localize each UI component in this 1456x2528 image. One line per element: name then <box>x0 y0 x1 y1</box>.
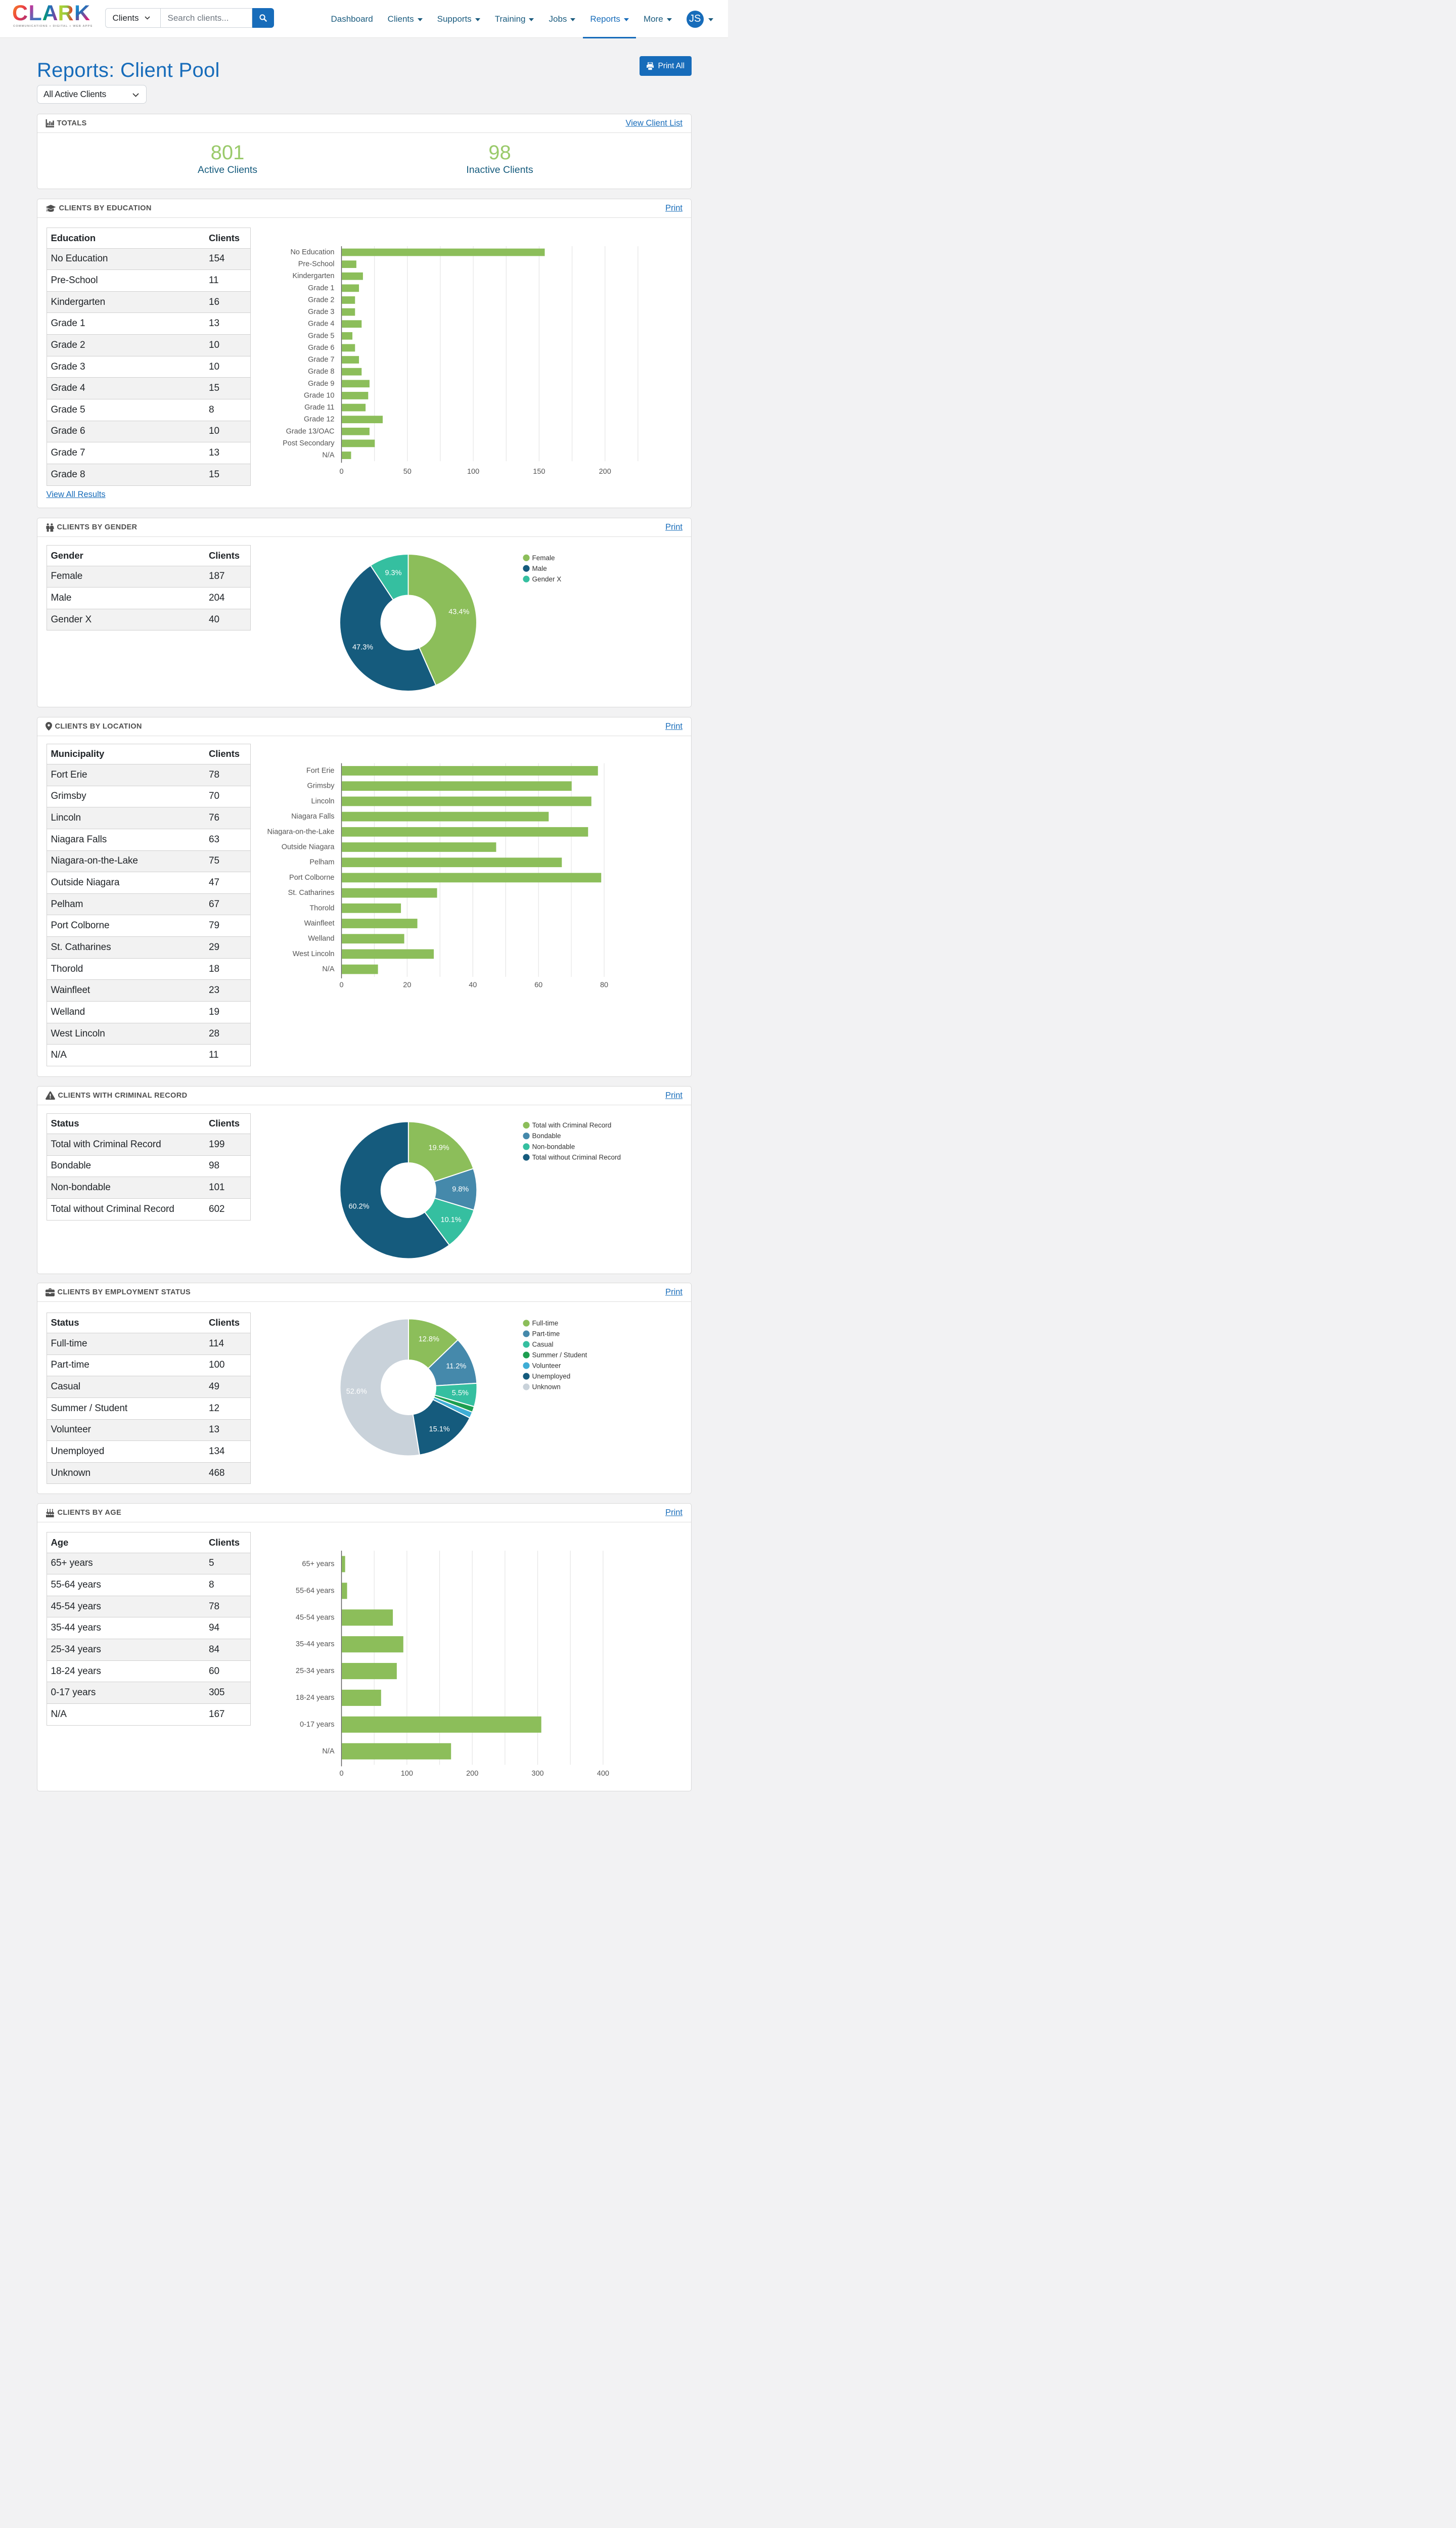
svg-text:5.5%: 5.5% <box>452 1389 469 1397</box>
svg-text:19.9%: 19.9% <box>429 1144 449 1152</box>
svg-text:200: 200 <box>466 1770 478 1778</box>
svg-text:Gender X: Gender X <box>532 575 562 582</box>
svg-text:N/A: N/A <box>322 1747 335 1755</box>
svg-text:35-44 years: 35-44 years <box>296 1640 335 1648</box>
svg-text:0: 0 <box>339 1770 343 1778</box>
svg-text:Fort Erie: Fort Erie <box>306 767 335 775</box>
svg-text:Port Colborne: Port Colborne <box>289 874 334 882</box>
svg-text:300: 300 <box>531 1770 543 1778</box>
svg-text:Casual: Casual <box>532 1341 554 1348</box>
svg-text:100: 100 <box>467 468 479 476</box>
svg-text:10.1%: 10.1% <box>441 1216 462 1224</box>
svg-text:Total with Criminal Record: Total with Criminal Record <box>532 1121 612 1129</box>
svg-text:9.8%: 9.8% <box>452 1186 469 1194</box>
svg-text:No Education: No Education <box>290 248 334 256</box>
svg-text:Unknown: Unknown <box>532 1383 561 1391</box>
svg-text:400: 400 <box>597 1770 609 1778</box>
svg-text:200: 200 <box>599 468 611 476</box>
svg-text:11.2%: 11.2% <box>446 1363 466 1371</box>
svg-text:9.3%: 9.3% <box>385 569 401 577</box>
svg-text:Grade 8: Grade 8 <box>308 368 334 376</box>
svg-text:65+ years: 65+ years <box>302 1560 334 1568</box>
svg-text:K: K <box>74 4 90 24</box>
svg-text:Grade 1: Grade 1 <box>308 284 334 292</box>
svg-text:Unemployed: Unemployed <box>532 1373 571 1380</box>
svg-text:Grade 7: Grade 7 <box>308 356 334 364</box>
svg-text:Thorold: Thorold <box>309 904 334 912</box>
svg-text:Outside Niagara: Outside Niagara <box>282 843 335 851</box>
svg-text:45-54 years: 45-54 years <box>296 1613 335 1621</box>
svg-text:Grade 5: Grade 5 <box>308 332 334 340</box>
svg-text:Grimsby: Grimsby <box>307 782 335 790</box>
svg-text:Grade 3: Grade 3 <box>308 308 334 316</box>
svg-text:Grade 6: Grade 6 <box>308 344 334 352</box>
svg-text:L: L <box>29 4 42 24</box>
svg-text:Bondable: Bondable <box>532 1132 561 1140</box>
svg-text:N/A: N/A <box>322 965 335 973</box>
svg-text:Grade 12: Grade 12 <box>304 416 334 424</box>
svg-text:Pre-School: Pre-School <box>298 260 335 268</box>
svg-text:0: 0 <box>339 468 343 476</box>
svg-text:55-64 years: 55-64 years <box>296 1587 335 1595</box>
svg-text:60.2%: 60.2% <box>348 1202 369 1210</box>
svg-text:Grade 10: Grade 10 <box>304 391 334 399</box>
svg-text:Non-bondable: Non-bondable <box>532 1143 575 1150</box>
svg-text:50: 50 <box>403 468 412 476</box>
svg-text:18-24 years: 18-24 years <box>296 1694 335 1702</box>
svg-text:100: 100 <box>401 1770 413 1778</box>
svg-text:150: 150 <box>533 468 545 476</box>
svg-text:Grade 11: Grade 11 <box>304 403 334 412</box>
svg-text:12.8%: 12.8% <box>419 1335 439 1343</box>
svg-text:25-34 years: 25-34 years <box>296 1667 335 1675</box>
svg-text:Grade 13/OAC: Grade 13/OAC <box>286 427 335 435</box>
svg-text:R: R <box>58 4 74 24</box>
svg-text:43.4%: 43.4% <box>448 608 469 616</box>
svg-text:Grade 9: Grade 9 <box>308 380 334 388</box>
svg-text:West Lincoln: West Lincoln <box>293 950 335 958</box>
svg-text:Kindergarten: Kindergarten <box>292 272 334 280</box>
svg-text:Part-time: Part-time <box>532 1330 560 1338</box>
svg-text:Total without Criminal Record: Total without Criminal Record <box>532 1154 621 1161</box>
svg-text:Niagara Falls: Niagara Falls <box>291 812 334 821</box>
svg-text:0: 0 <box>339 981 343 989</box>
svg-text:Full-time: Full-time <box>532 1320 559 1327</box>
svg-text:Niagara-on-the-Lake: Niagara-on-the-Lake <box>267 828 335 836</box>
svg-text:80: 80 <box>600 981 608 989</box>
svg-text:Summer / Student: Summer / Student <box>532 1351 587 1359</box>
svg-text:Lincoln: Lincoln <box>311 797 335 805</box>
svg-text:Volunteer: Volunteer <box>532 1362 562 1370</box>
svg-text:Pelham: Pelham <box>309 859 334 867</box>
svg-text:Wainfleet: Wainfleet <box>304 920 335 928</box>
svg-text:Male: Male <box>532 564 547 572</box>
svg-text:Female: Female <box>532 554 555 561</box>
svg-text:52.6%: 52.6% <box>346 1387 367 1395</box>
svg-text:20: 20 <box>403 981 411 989</box>
svg-text:0-17 years: 0-17 years <box>300 1721 335 1729</box>
svg-text:C: C <box>12 4 28 24</box>
svg-text:40: 40 <box>469 981 477 989</box>
svg-text:15.1%: 15.1% <box>429 1425 450 1433</box>
svg-text:Welland: Welland <box>308 935 334 943</box>
svg-text:47.3%: 47.3% <box>352 643 373 651</box>
svg-text:Grade 4: Grade 4 <box>308 320 334 328</box>
svg-text:St. Catharines: St. Catharines <box>288 889 335 897</box>
svg-text:A: A <box>42 4 58 24</box>
svg-text:Grade 2: Grade 2 <box>308 296 334 304</box>
svg-text:N/A: N/A <box>322 452 335 460</box>
svg-text:Post Secondary: Post Secondary <box>283 439 335 447</box>
svg-text:60: 60 <box>534 981 542 989</box>
